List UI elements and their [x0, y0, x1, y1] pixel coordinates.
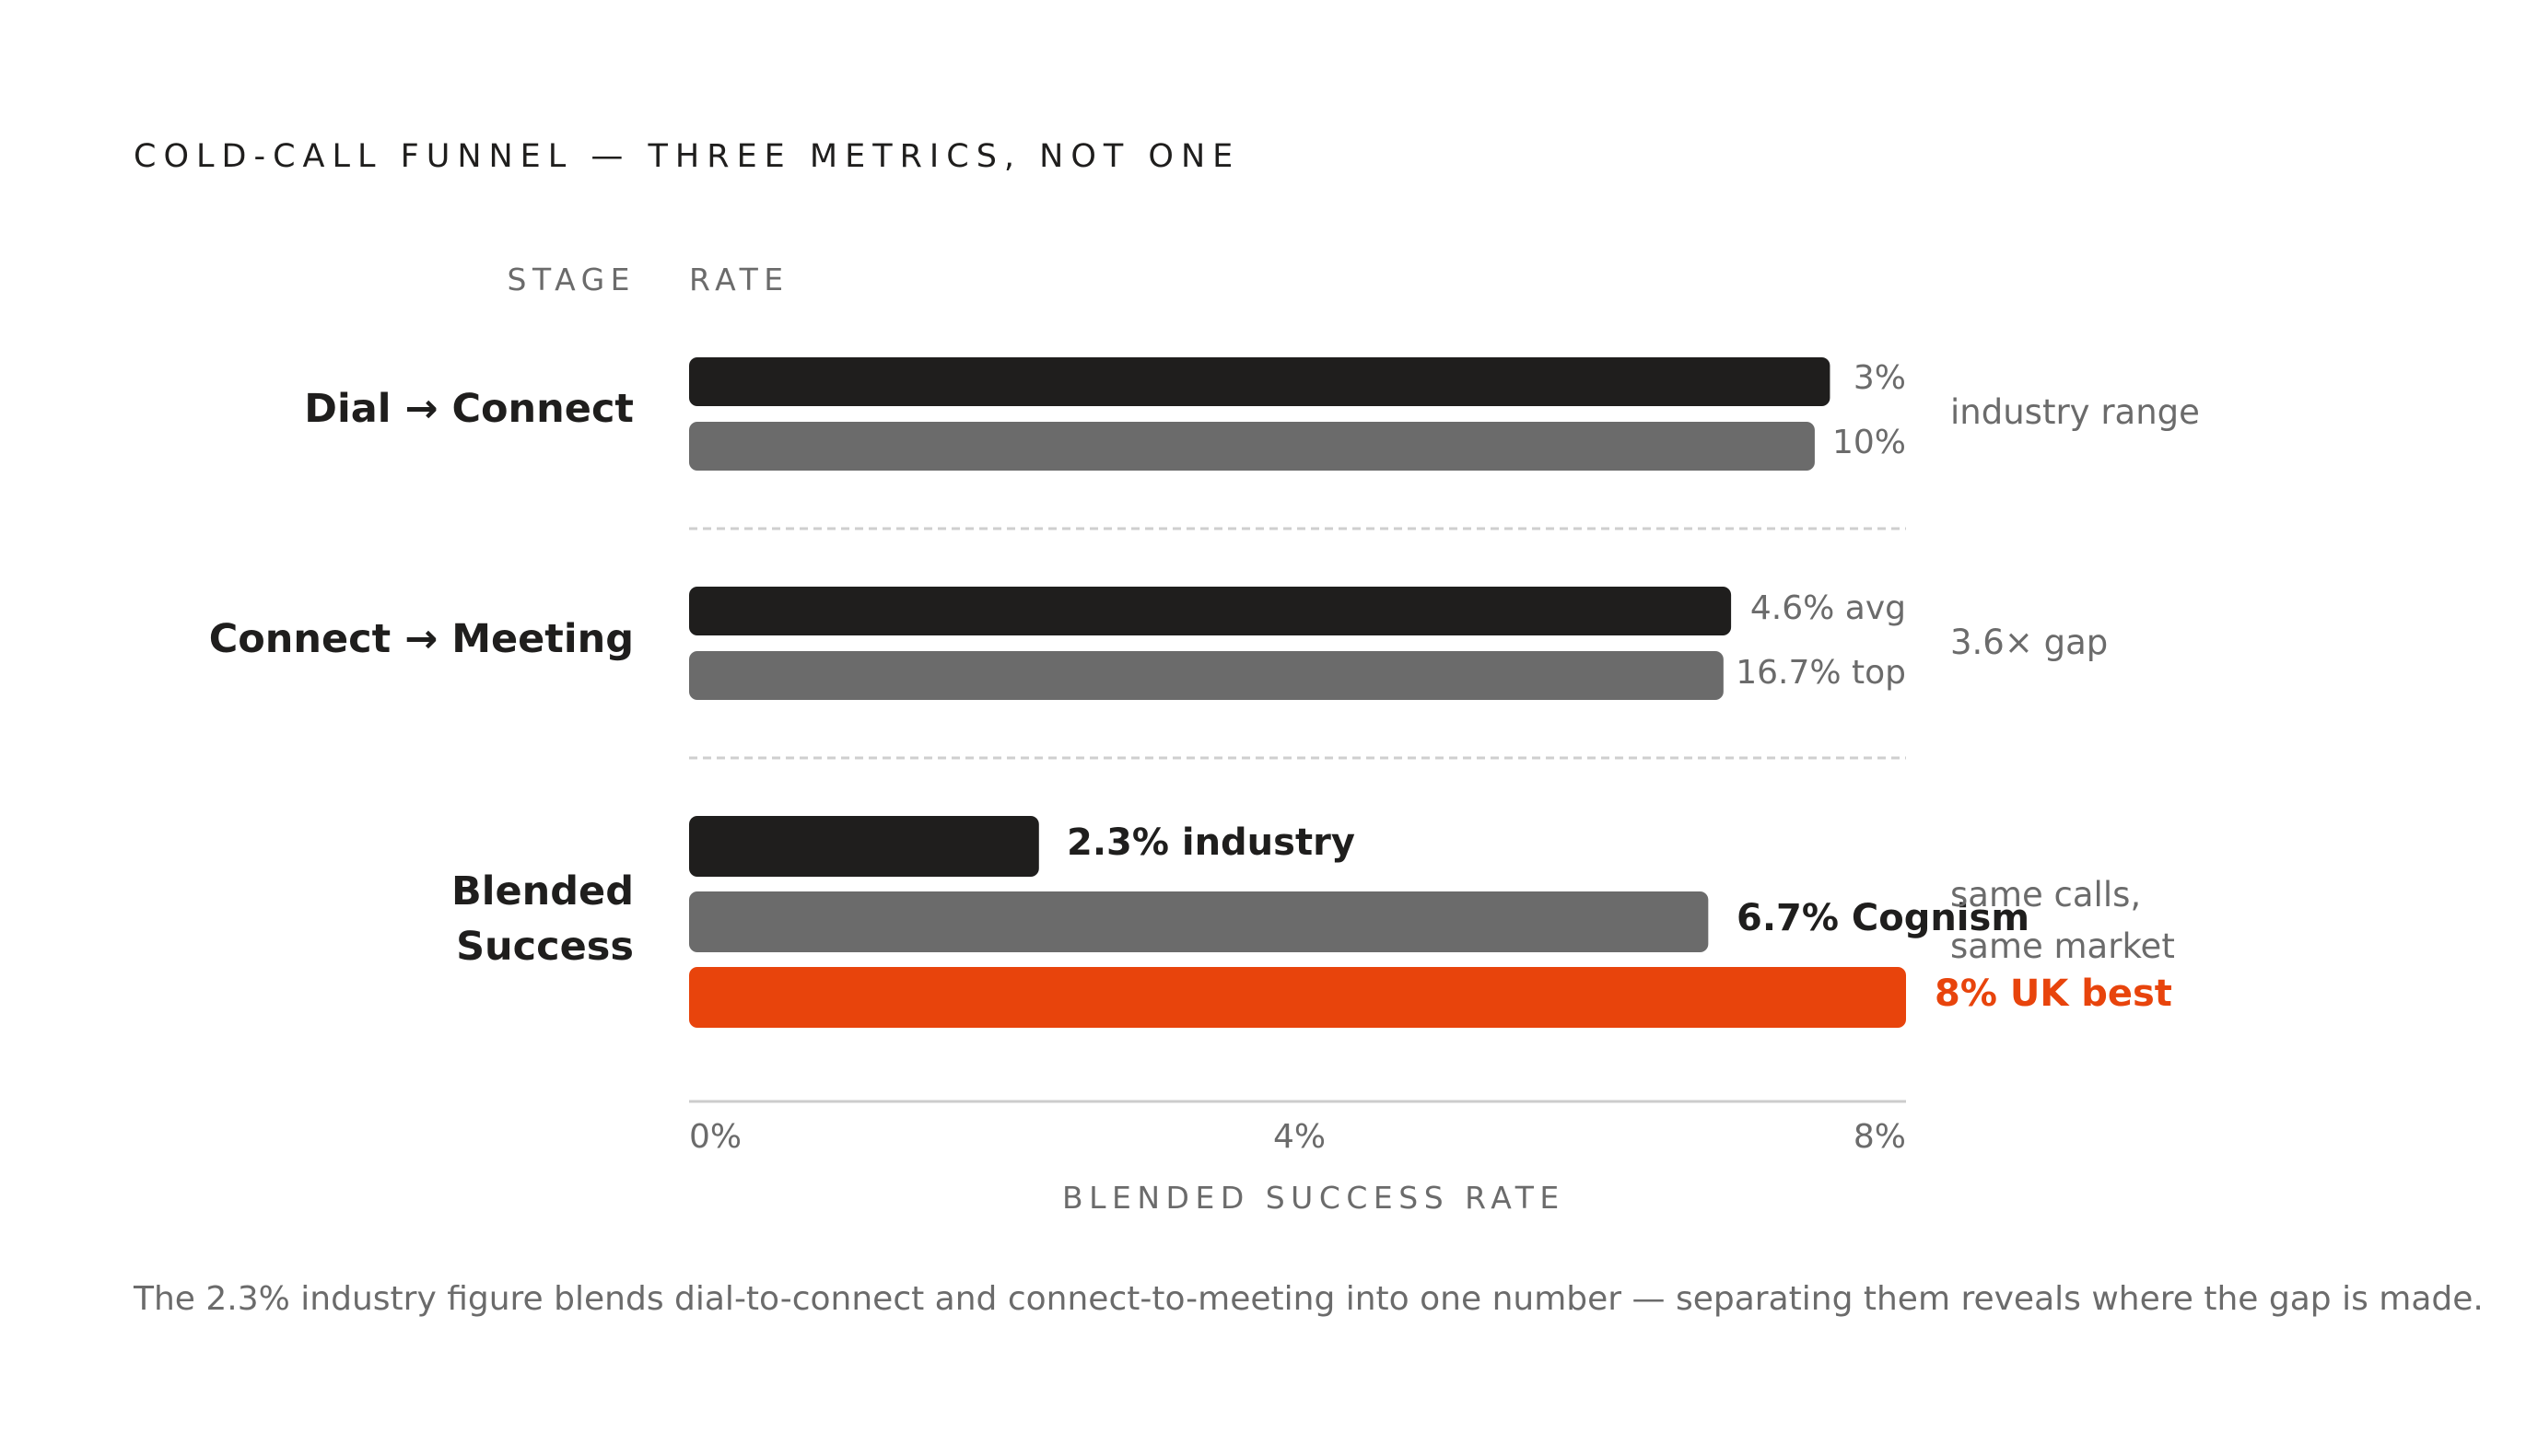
bar-connect-meeting-top	[689, 651, 1724, 700]
footnote: The 2.3% industry figure blends dial-to-…	[134, 1280, 2484, 1318]
bar-blended-uk-best	[689, 967, 1906, 1028]
bar-label-dial-connect-low: 3%	[1853, 359, 1906, 397]
note-blended-line2: same market	[1950, 926, 2175, 966]
bar-label-connect-meeting-top: 16.7% top	[1736, 654, 1906, 692]
bar-label-blended-industry: 2.3% industry	[1067, 821, 1355, 864]
stage-label-blended-line1: Blended	[450, 868, 634, 914]
bar-dial-connect-low	[689, 357, 1830, 406]
note-dial-connect: industry range	[1950, 392, 2200, 432]
stage-column-header: STAGE	[507, 262, 636, 297]
bar-label-blended-uk-best: 8% UK best	[1935, 973, 2172, 1015]
bar-dial-connect-high	[689, 422, 1815, 471]
x-tick-8: 8%	[1853, 1118, 1906, 1156]
note-blended-line1: same calls,	[1950, 875, 2142, 914]
stage-label-dial-connect: Dial → Connect	[304, 386, 634, 432]
x-tick-4: 4%	[1273, 1118, 1327, 1156]
bar-blended-cognism	[689, 891, 1709, 952]
x-axis-title: BLENDED SUCCESS RATE	[1062, 1180, 1565, 1216]
bar-connect-meeting-avg	[689, 587, 1732, 635]
note-connect-meeting: 3.6× gap	[1950, 623, 2109, 662]
bar-label-blended-cognism: 6.7% Cognism	[1737, 897, 2030, 939]
stage-label-blended-line2: Success	[456, 924, 634, 970]
stage-label-connect-meeting: Connect → Meeting	[208, 616, 634, 662]
bar-blended-industry	[689, 816, 1039, 877]
x-tick-0: 0%	[689, 1118, 743, 1156]
rate-column-header: RATE	[689, 262, 789, 297]
bar-label-dial-connect-high: 10%	[1831, 424, 1906, 461]
chart-title: COLD-CALL FUNNEL — THREE METRICS, NOT ON…	[134, 138, 1241, 175]
bar-label-connect-meeting-avg: 4.6% avg	[1749, 589, 1906, 627]
